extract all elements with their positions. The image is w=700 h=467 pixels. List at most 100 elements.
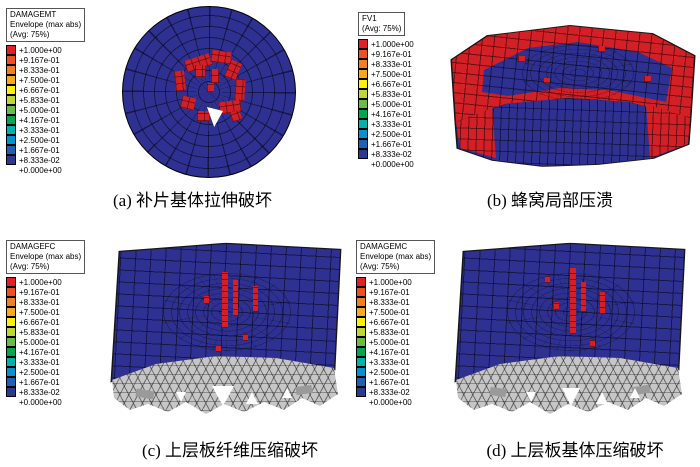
legend-color-swatch	[6, 115, 16, 125]
legend-color-swatch	[6, 277, 16, 287]
legend-value: +9.167e-01	[369, 287, 410, 297]
legend-value: +1.000e+00	[19, 277, 62, 287]
legend-row: +6.667e-01	[6, 85, 85, 95]
legend-color-swatch	[6, 337, 16, 347]
legend-color-swatch	[6, 377, 16, 387]
legend-variable: DAMAGEMC	[360, 242, 408, 251]
legend-color-swatch	[6, 85, 16, 95]
legend-row: +9.167e-01	[6, 55, 85, 65]
legend-row: +7.500e-01	[6, 307, 85, 317]
legend-row: +1.000e+00	[358, 39, 414, 49]
legend-row: +7.500e-01	[358, 69, 414, 79]
patch-model-mesh	[122, 6, 296, 178]
legend-row: +8.333e-02	[6, 387, 85, 397]
legend-value: +6.667e-01	[371, 79, 412, 89]
legend-variable: FV1	[362, 14, 377, 23]
legend-color-swatch	[356, 287, 366, 297]
legend-row: +1.667e-01	[6, 377, 85, 387]
legend-row: +1.000e+00	[6, 45, 85, 55]
legend-row: +0.000e+00	[6, 397, 85, 407]
damage-element	[197, 111, 209, 121]
damage-streak	[570, 268, 576, 334]
legend-color-swatch	[6, 297, 16, 307]
legend-value: +1.667e-01	[19, 377, 60, 387]
legend-color-swatch	[6, 307, 16, 317]
damage-element	[234, 78, 246, 102]
legend-color-swatch	[6, 65, 16, 75]
legend-value: +5.000e-01	[19, 337, 60, 347]
damage-element	[598, 46, 605, 52]
legend-row: +0.000e+00	[356, 397, 435, 407]
legend-row: +5.000e-01	[6, 105, 85, 115]
legend-color-swatch	[6, 145, 16, 155]
legend-d: DAMAGEMC Envelope (max abs) (Avg: 75%) +…	[356, 240, 436, 407]
legend-envelope: Envelope (max abs)	[10, 252, 82, 261]
legend-value: +3.333e-01	[369, 357, 410, 367]
legend-value: +1.000e+00	[369, 277, 412, 287]
legend-envelope: Envelope (max abs)	[360, 252, 432, 261]
damage-element	[554, 302, 559, 310]
legend-value: +8.333e-02	[371, 149, 412, 159]
damage-streak	[581, 282, 586, 312]
void-triangle	[176, 392, 186, 402]
legend-color-swatch	[356, 297, 366, 307]
legend-row: +1.667e-01	[6, 145, 85, 155]
legend-colorbar: +1.000e+00 +9.167e-01 +8.333e-01 +7.500e-01…	[356, 277, 435, 407]
legend-value: +7.500e-01	[19, 307, 60, 317]
legend-color-swatch	[356, 357, 366, 367]
legend-row: +4.167e-01	[6, 115, 85, 125]
legend-color-swatch	[358, 139, 368, 149]
legend-value: +5.833e-01	[369, 327, 410, 337]
legend-color-swatch	[358, 59, 368, 69]
damage-streak	[233, 280, 238, 316]
legend-color-swatch	[356, 337, 366, 347]
legend-color-swatch	[358, 149, 368, 159]
legend-color-swatch	[6, 125, 16, 135]
legend-value: +8.333e-01	[369, 297, 410, 307]
legend-avg: (Avg: 75%)	[360, 262, 400, 271]
legend-color-swatch	[358, 109, 368, 119]
legend-color-swatch	[6, 135, 16, 145]
legend-row: +3.333e-01	[358, 119, 414, 129]
legend-value: +5.000e-01	[371, 99, 412, 109]
legend-value: +9.167e-01	[19, 55, 60, 65]
legend-value: +8.333e-01	[19, 65, 60, 75]
damage-element	[207, 83, 214, 92]
legend-value: +4.167e-01	[369, 347, 410, 357]
legend-color-swatch	[6, 75, 16, 85]
refined-mesh-zone	[520, 44, 636, 102]
damage-element	[216, 346, 221, 352]
legend-row: +4.167e-01	[358, 109, 414, 119]
legend-c: DAMAGEFC Envelope (max abs) (Avg: 75%) +…	[6, 240, 86, 407]
legend-row: +3.333e-01	[6, 125, 85, 135]
legend-row: +6.667e-01	[358, 79, 414, 89]
legend-value: +7.500e-01	[371, 69, 412, 79]
legend-row: +9.167e-01	[358, 49, 414, 59]
legend-color-swatch	[358, 129, 368, 139]
legend-row: +5.833e-01	[356, 327, 435, 337]
legend-color-swatch	[358, 89, 368, 99]
legend-value: +1.000e+00	[19, 45, 62, 55]
upper-plate-model	[106, 242, 351, 438]
damage-element	[211, 69, 219, 83]
legend-color-swatch	[358, 39, 368, 49]
damage-element	[590, 340, 595, 347]
legend-value: +2.500e-01	[369, 367, 410, 377]
legend-b: FV1 (Avg: 75%) +1.000e+00 +9.167e-01 +8.33…	[358, 12, 414, 169]
legend-row: +8.333e-01	[6, 65, 85, 75]
legend-value: +7.500e-01	[369, 307, 410, 317]
legend-header: FV1 (Avg: 75%)	[358, 12, 406, 36]
legend-value: +9.167e-01	[19, 287, 60, 297]
legend-color-swatch	[6, 45, 16, 55]
caption-d: (d) 上层板基体压缩破坏	[486, 441, 664, 460]
legend-color-swatch	[6, 105, 16, 115]
legend-row: +3.333e-01	[6, 357, 85, 367]
legend-row: +5.833e-01	[6, 327, 85, 337]
legend-value: +4.167e-01	[19, 347, 60, 357]
legend-value: +7.500e-01	[19, 75, 60, 85]
legend-row: +2.500e-01	[356, 367, 435, 377]
legend-value: +1.667e-01	[19, 145, 60, 155]
legend-header: DAMAGEMT Envelope (max abs) (Avg: 75%)	[6, 8, 86, 42]
legend-color-swatch	[356, 327, 366, 337]
damage-element	[518, 56, 525, 62]
